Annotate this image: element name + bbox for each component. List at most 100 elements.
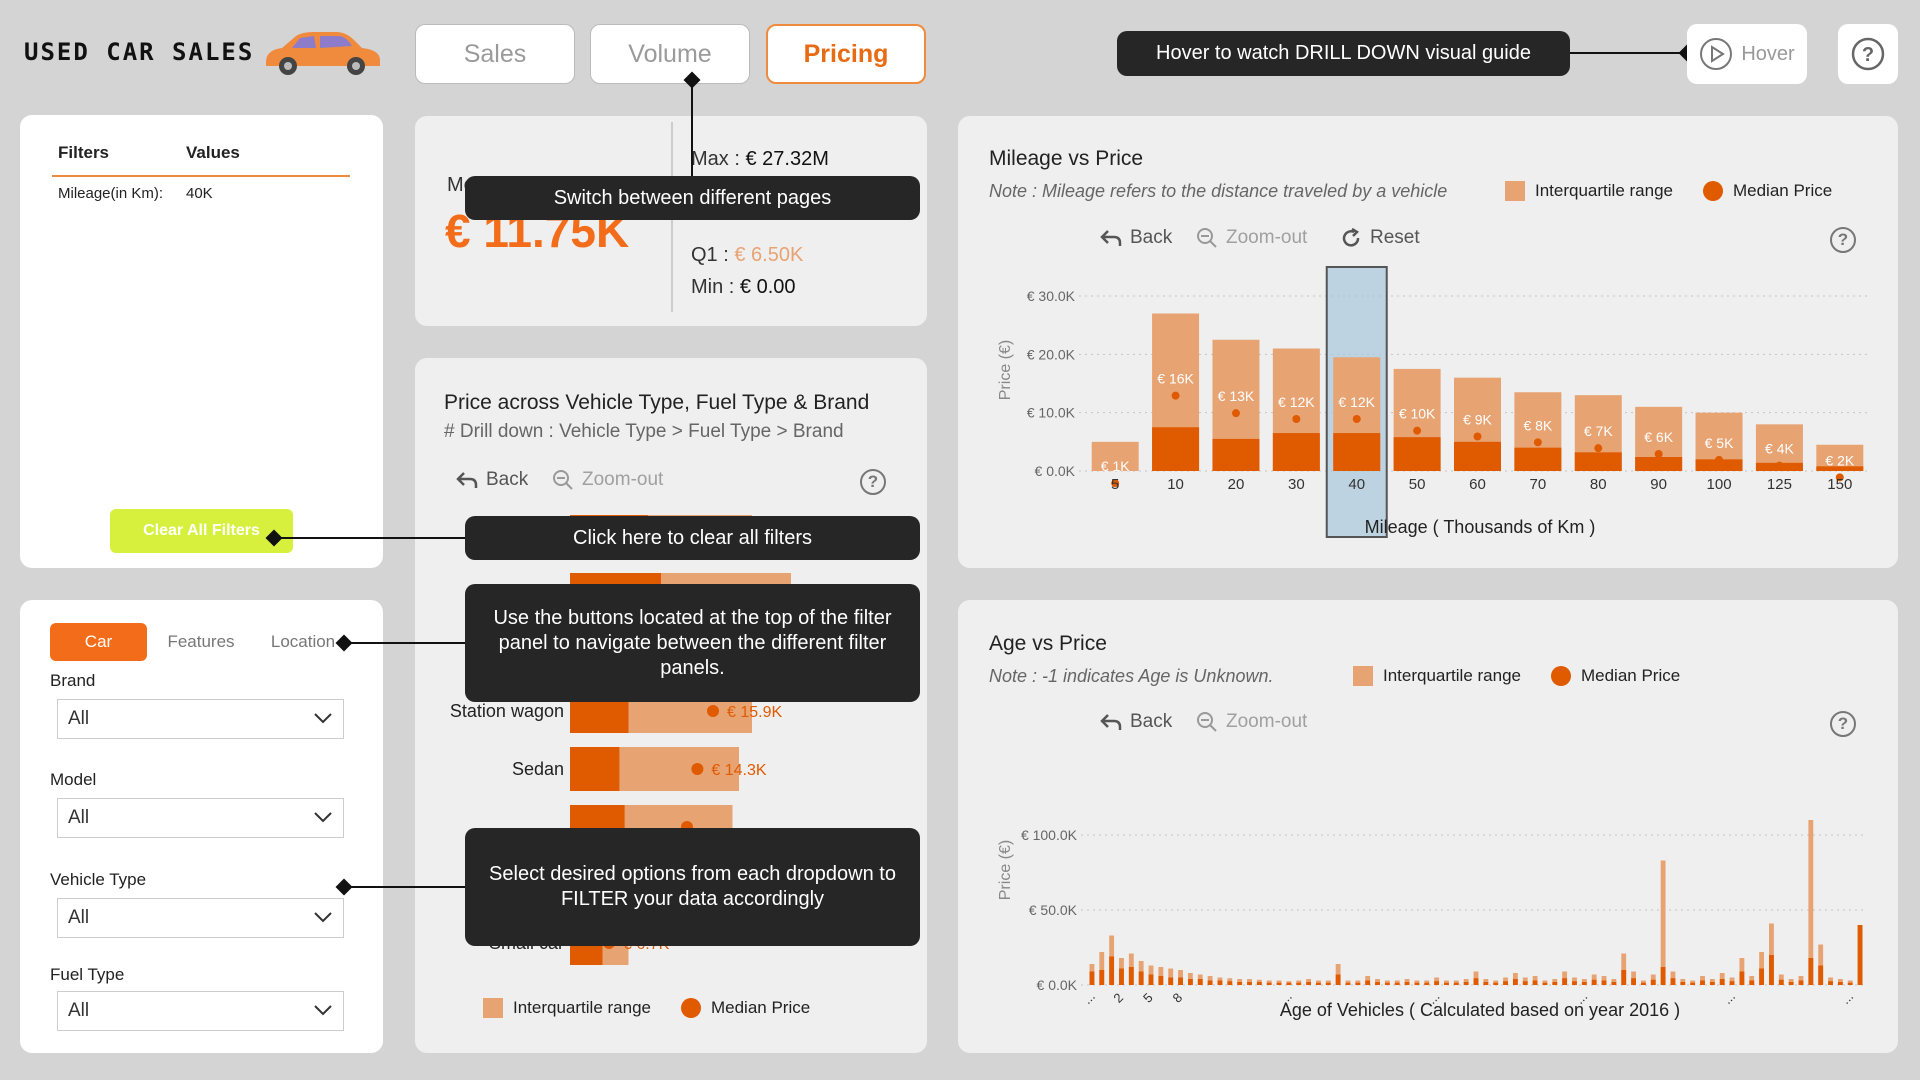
median-bar	[1778, 979, 1784, 985]
x-tick-label: 70	[1530, 476, 1547, 493]
median-bar	[1828, 981, 1833, 985]
legend-median-swatch	[1550, 666, 1571, 686]
tab-sales[interactable]: Sales	[415, 24, 575, 84]
y-axis-label: Price (€)	[997, 840, 1014, 900]
y-tick-label: € 100.0K	[1021, 827, 1078, 843]
mileage-reset-button[interactable]: Reset	[1340, 227, 1420, 249]
median-bar	[1325, 982, 1331, 985]
median-bar	[1414, 982, 1420, 985]
median-bar	[1542, 982, 1548, 985]
legend-median-label: Median Price	[710, 998, 811, 1017]
median-bar	[1650, 979, 1656, 985]
median-data-label: € 16K	[1157, 371, 1194, 387]
tab-volume[interactable]: Volume	[590, 24, 750, 84]
clear-filters-connector	[274, 537, 466, 539]
values-column-header: Values	[186, 143, 240, 162]
mileage-back-label: Back	[1130, 227, 1173, 248]
dropdown-help-tooltip: Select desired options from each dropdow…	[465, 828, 920, 946]
median-dot	[1775, 461, 1784, 470]
median-bar	[1483, 982, 1489, 985]
chevron-down-icon	[314, 713, 332, 724]
median-bar	[1316, 982, 1321, 985]
vehicle-help-icon[interactable]: ?	[860, 469, 886, 495]
switch-pages-connector	[691, 80, 693, 176]
y-axis-label: Price (€)	[997, 340, 1014, 400]
back-arrow-icon	[456, 472, 478, 488]
mileage-price-chart: € 0.0K € 10.0K € 20.0K € 30.0K € 1K 5 € 16K 10 €…	[997, 266, 1870, 538]
vehicle-type-dropdown[interactable]: All	[57, 898, 344, 938]
median-bar	[1227, 981, 1233, 985]
median-bar	[1247, 982, 1252, 985]
median-dot	[1835, 473, 1844, 482]
median-bar	[1552, 982, 1558, 985]
median-bar	[1178, 977, 1183, 985]
x-tick-label: 20	[1228, 476, 1245, 493]
legend-iqr-swatch	[1505, 181, 1525, 201]
filter-tab-location[interactable]: Location	[270, 632, 336, 651]
legend-median-label: Median Price	[1580, 666, 1681, 685]
median-bar	[1286, 982, 1292, 985]
mileage-zoom-out-label: Zoom-out	[1226, 227, 1308, 248]
tab-pricing[interactable]: Pricing	[766, 24, 926, 84]
median-bar	[1158, 976, 1164, 985]
median-bar	[1719, 979, 1725, 985]
median-data-label: € 8K	[1523, 417, 1552, 433]
x-tick-label: 100	[1707, 476, 1732, 493]
zoom-out-icon	[1197, 228, 1217, 248]
iqr-bar	[1769, 923, 1774, 985]
hover-guide-banner: Hover to watch DRILL DOWN visual guide	[1117, 31, 1570, 76]
mileage-help-icon[interactable]: ?	[1830, 227, 1856, 253]
vehicle-zoom-out-label: Zoom-out	[582, 469, 664, 490]
median-bar	[1138, 971, 1144, 985]
median-bar	[1256, 982, 1262, 985]
mileage-back-button[interactable]: Back	[1100, 227, 1172, 249]
median-bar	[1493, 982, 1499, 985]
q1-bar	[1514, 447, 1562, 471]
median-dot	[1292, 415, 1301, 423]
median-bar	[1306, 982, 1312, 985]
median-bar	[1099, 970, 1105, 985]
vehicle-type-label: Vehicle Type	[50, 870, 147, 889]
q1-bar	[570, 747, 620, 791]
median-bar	[1463, 982, 1469, 985]
clear-all-filters-button[interactable]: Clear All Filters	[110, 509, 293, 553]
median-data-label: € 10K	[1399, 406, 1436, 422]
median-bar	[1808, 958, 1814, 985]
median-bar	[1384, 982, 1390, 985]
age-legend: Interquartile range Median Price	[1353, 666, 1680, 686]
age-help-icon[interactable]: ?	[1830, 711, 1856, 737]
mileage-zoom-out-button[interactable]: Zoom-out	[1196, 227, 1307, 249]
median-bar	[1729, 981, 1735, 985]
vehicle-legend: Interquartile range Median Price	[483, 998, 810, 1018]
q1-price-value: € 6.50K	[734, 244, 804, 266]
median-bar	[1562, 978, 1568, 985]
median-dot	[1111, 479, 1120, 488]
vehicle-back-button[interactable]: Back	[456, 469, 528, 491]
filter-tab-car[interactable]: Car	[50, 623, 147, 661]
back-arrow-icon	[1100, 230, 1122, 246]
median-bar	[1355, 982, 1361, 985]
iqr-bar	[1621, 953, 1627, 985]
median-bar	[1798, 980, 1804, 985]
median-bar	[1503, 981, 1508, 985]
median-bar	[1434, 981, 1440, 985]
model-dropdown[interactable]: All	[57, 798, 344, 838]
vehicle-zoom-out-button[interactable]: Zoom-out	[552, 469, 663, 491]
q1-bar	[1212, 438, 1260, 471]
median-data-label: € 5K	[1705, 435, 1734, 451]
median-bar	[1631, 978, 1636, 985]
hover-button[interactable]: Hover	[1687, 24, 1807, 84]
median-bar	[1670, 978, 1676, 985]
help-button[interactable]: ?	[1838, 24, 1898, 84]
vehicle-chart-title: Price across Vehicle Type, Fuel Type & B…	[444, 391, 870, 414]
filter-tab-features[interactable]: Features	[167, 632, 235, 651]
median-data-label: € 7K	[1584, 423, 1613, 439]
fuel-type-dropdown[interactable]: All	[57, 991, 344, 1031]
median-bar	[1818, 965, 1824, 985]
brand-dropdown[interactable]: All	[57, 699, 344, 739]
median-dot	[1594, 444, 1603, 453]
age-zoom-out-button[interactable]: Zoom-out	[1196, 711, 1307, 733]
y-tick-label: € 0.0K	[1035, 463, 1076, 479]
median-bar	[1749, 980, 1755, 985]
age-back-button[interactable]: Back	[1100, 711, 1172, 733]
